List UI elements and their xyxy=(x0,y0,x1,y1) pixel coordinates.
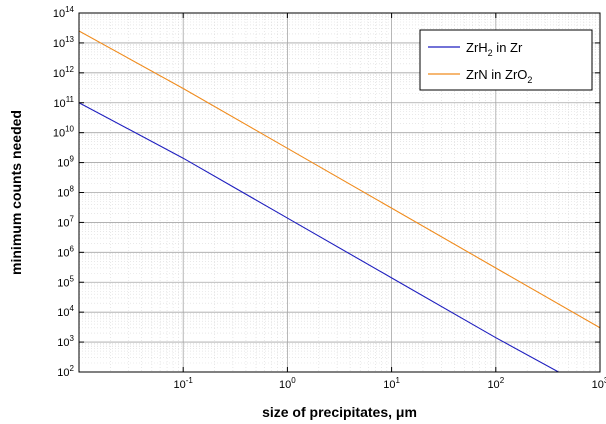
y-tick-label: 106 xyxy=(57,244,74,259)
legend: ZrH2 in Zr ZrN in ZrO2 xyxy=(419,29,593,91)
y-tick-label: 1011 xyxy=(53,95,74,110)
y-axis-title: minimum counts needed xyxy=(8,110,24,275)
y-tick-label: 109 xyxy=(57,155,74,170)
series-line-1 xyxy=(79,102,559,372)
x-tick-label: 100 xyxy=(279,376,296,391)
y-tick-label: 1014 xyxy=(53,5,75,20)
y-tick-label: 108 xyxy=(57,185,74,200)
y-tick-label: 104 xyxy=(57,304,74,319)
y-tick-label: 107 xyxy=(57,214,74,229)
y-tick-label: 102 xyxy=(57,364,74,379)
x-tick-label: 10-1 xyxy=(174,376,194,391)
series-line-2 xyxy=(79,30,600,329)
legend-label-1: ZrH2 in Zr xyxy=(466,40,523,58)
y-tick-label: 1013 xyxy=(53,35,75,50)
x-tick-label: 102 xyxy=(487,376,504,391)
y-tick-label: 1010 xyxy=(53,125,75,140)
x-tick-label: 103 xyxy=(592,376,606,391)
x-tick-label: 101 xyxy=(383,376,400,391)
x-axis-title: size of precipitates, μm xyxy=(262,404,417,420)
y-tick-label: 103 xyxy=(57,334,74,349)
tick-layer xyxy=(79,12,601,373)
legend-box xyxy=(419,29,593,91)
y-tick-label: 1012 xyxy=(53,65,75,80)
series-layer xyxy=(79,30,600,372)
legend-label-2: ZrN in ZrO2 xyxy=(466,67,532,85)
y-tick-label: 105 xyxy=(57,274,74,289)
tick-label-layer: 10-1 100 101 102 103 102 103 104 105 106 107 108 109… xyxy=(53,5,606,391)
